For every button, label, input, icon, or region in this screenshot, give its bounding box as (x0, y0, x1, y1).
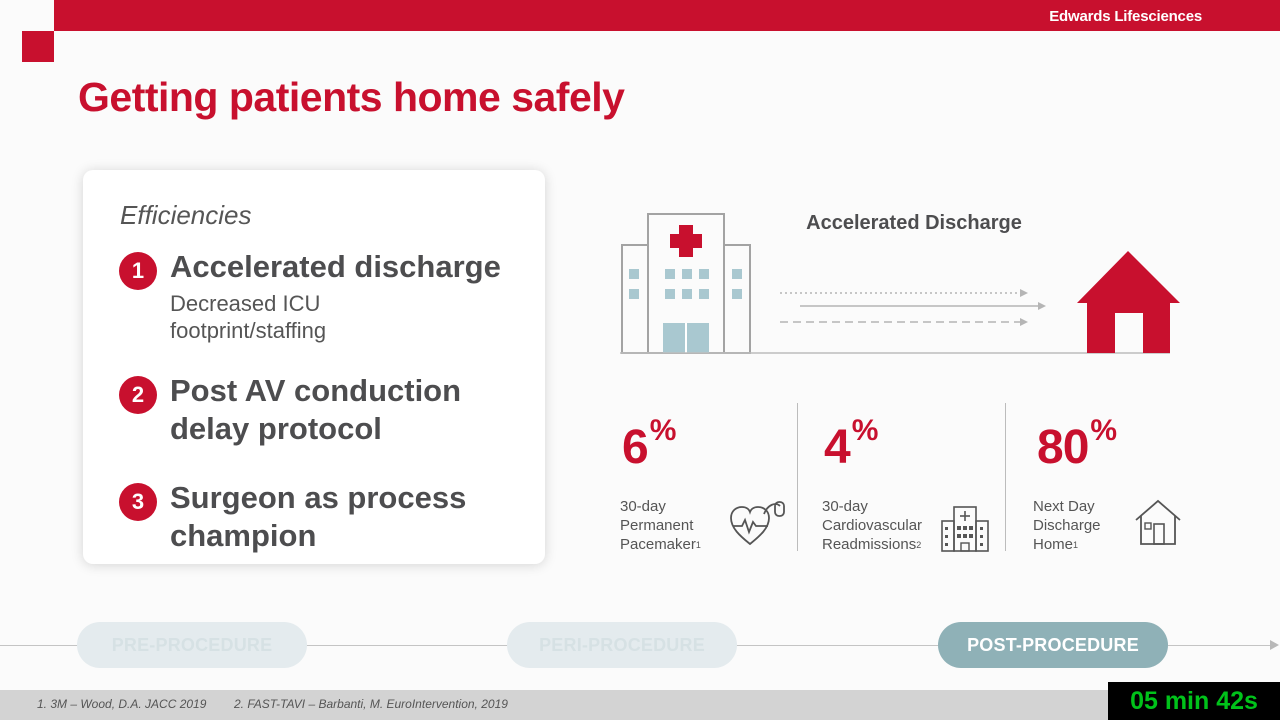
reference-1: 1. 3M – Wood, D.A. JACC 2019 (37, 697, 207, 711)
hospital-icon (941, 506, 989, 552)
house-icon (1135, 499, 1181, 545)
stat-value: 4% (824, 414, 878, 474)
phase-pre-procedure[interactable]: PRE-PROCEDURE (77, 622, 307, 668)
item-subtitle: Decreased ICU footprint/staffing (170, 291, 327, 343)
brand-name: Edwards Lifesciences (1049, 8, 1202, 25)
number-badge: 3 (119, 483, 157, 521)
top-bar (54, 0, 1280, 31)
stat-label: 30-day Permanent Pacemaker1 (620, 498, 701, 553)
timer-display: 05 min 42s (1108, 682, 1280, 720)
slide-title: Getting patients home safely (78, 74, 625, 120)
accelerated-discharge-label: Accelerated Discharge (806, 212, 1022, 234)
heart-pacemaker-icon (730, 501, 785, 546)
stat-value: 80% (1037, 414, 1117, 474)
discharge-illustration (620, 213, 1180, 354)
card-heading: Efficiencies (120, 200, 252, 230)
home-icon (1077, 251, 1180, 353)
item-title: Post AV conduction delay protocol (170, 373, 462, 446)
timeline-arrow-icon (1270, 640, 1279, 650)
stat-divider (1005, 403, 1006, 551)
hospital-building-icon (621, 213, 751, 354)
corner-accent (22, 31, 54, 62)
phase-peri-procedure[interactable]: PERI-PROCEDURE (507, 622, 737, 668)
number-badge: 2 (119, 376, 157, 414)
number-badge: 1 (119, 252, 157, 290)
stat-divider (797, 403, 798, 551)
efficiencies-card: Efficiencies 1 Accelerated discharge Dec… (83, 170, 545, 564)
footer-bar (0, 690, 1280, 720)
item-title: Accelerated discharge (170, 249, 501, 284)
item-title: Surgeon as process champion (170, 480, 467, 553)
reference-2: 2. FAST-TAVI – Barbanti, M. EuroInterven… (234, 697, 508, 711)
stat-value: 6% (622, 414, 676, 474)
stat-label: 30-day Cardiovascular Readmissions2 (822, 498, 923, 553)
phase-post-procedure[interactable]: POST-PROCEDURE (938, 622, 1168, 668)
stat-label: Next Day Discharge Home1 (1033, 498, 1101, 553)
motion-arrows (780, 289, 1046, 326)
